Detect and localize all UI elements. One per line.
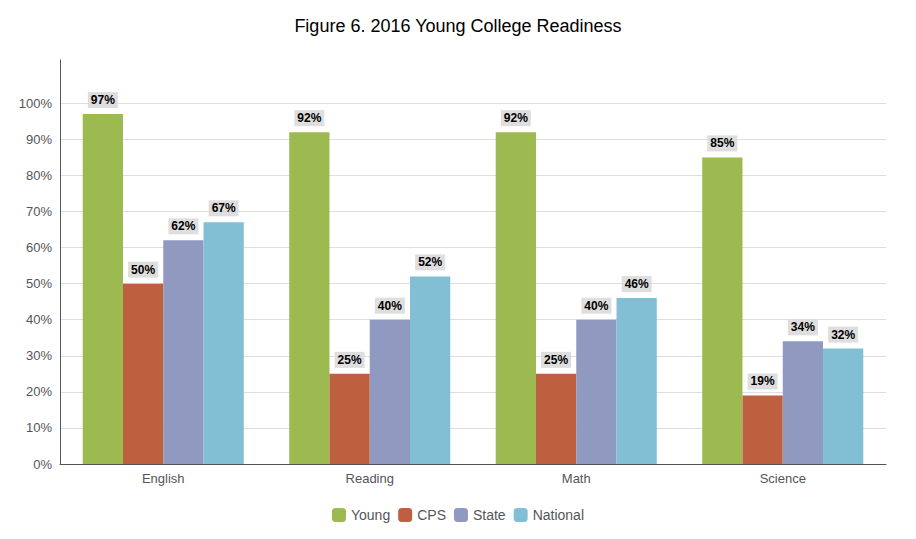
svg-text:10%: 10% [26,420,52,435]
svg-text:70%: 70% [26,204,52,219]
svg-text:Young: Young [351,507,390,523]
svg-text:30%: 30% [26,348,52,363]
svg-text:100%: 100% [19,96,53,111]
svg-text:67%: 67% [212,201,236,215]
svg-text:90%: 90% [26,132,52,147]
svg-text:50%: 50% [131,263,155,277]
svg-text:97%: 97% [91,93,115,107]
svg-text:English: English [142,471,185,486]
svg-text:Reading: Reading [346,471,394,486]
svg-text:62%: 62% [171,219,195,233]
svg-text:CPS: CPS [417,507,446,523]
svg-text:32%: 32% [831,328,855,342]
svg-text:40%: 40% [378,299,402,313]
svg-text:Figure 6. 2016 Young College R: Figure 6. 2016 Young College Readiness [294,16,621,36]
svg-text:Math: Math [562,471,591,486]
svg-text:40%: 40% [584,299,608,313]
svg-text:92%: 92% [504,111,528,125]
svg-text:80%: 80% [26,168,52,183]
svg-text:85%: 85% [710,136,734,150]
svg-text:40%: 40% [26,312,52,327]
svg-text:National: National [533,507,584,523]
svg-text:52%: 52% [418,255,442,269]
svg-text:92%: 92% [297,111,321,125]
svg-text:46%: 46% [625,277,649,291]
svg-text:25%: 25% [544,353,568,367]
svg-text:0%: 0% [33,457,52,472]
svg-text:19%: 19% [751,374,775,388]
svg-text:State: State [473,507,506,523]
svg-text:50%: 50% [26,276,52,291]
svg-text:Science: Science [760,471,806,486]
svg-text:34%: 34% [791,320,815,334]
svg-text:25%: 25% [338,353,362,367]
svg-text:20%: 20% [26,384,52,399]
svg-text:60%: 60% [26,240,52,255]
